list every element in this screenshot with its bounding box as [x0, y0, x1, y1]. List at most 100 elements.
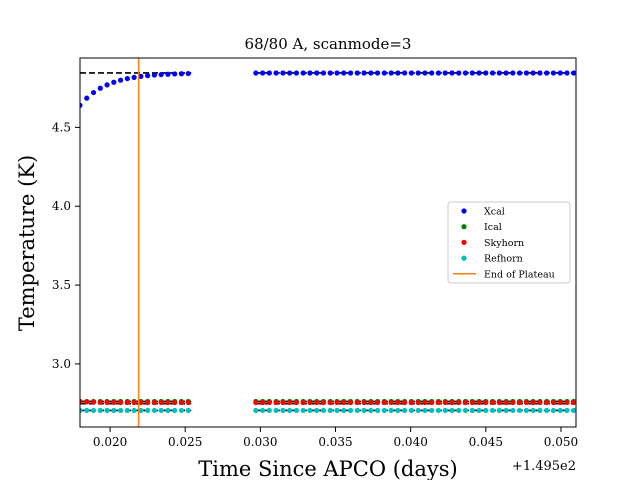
data-point-skyhorn: [361, 399, 367, 406]
data-point-xcal: [287, 70, 293, 76]
data-point-skyhorn: [442, 399, 448, 406]
data-point-xcal: [510, 70, 516, 76]
data-point-refhorn: [138, 407, 144, 414]
x-tick-label: 0.025: [168, 435, 202, 449]
data-point-skyhorn: [314, 399, 320, 406]
data-point-xcal: [185, 70, 191, 77]
data-point-skyhorn: [84, 399, 90, 405]
data-point-xcal: [557, 70, 563, 76]
data-point-skyhorn: [320, 399, 327, 406]
data-point-refhorn: [165, 407, 171, 414]
data-point-refhorn: [253, 407, 259, 414]
data-point-xcal: [517, 70, 523, 76]
data-point-skyhorn: [266, 399, 272, 406]
data-point-refhorn: [341, 407, 347, 414]
data-point-skyhorn: [469, 399, 475, 406]
data-point-skyhorn: [131, 399, 137, 406]
data-point-refhorn: [151, 407, 157, 414]
data-point-xcal: [124, 75, 130, 82]
data-point-refhorn: [489, 407, 496, 414]
data-point-xcal: [178, 71, 185, 77]
data-point-refhorn: [557, 407, 563, 414]
data-point-refhorn: [449, 407, 455, 414]
legend-marker: [461, 239, 467, 245]
data-point-refhorn: [84, 407, 90, 414]
data-point-refhorn: [172, 407, 178, 414]
data-point-skyhorn: [172, 399, 178, 406]
data-point-skyhorn: [456, 399, 462, 406]
data-point-skyhorn: [449, 399, 455, 406]
data-point-xcal: [253, 70, 259, 76]
data-point-skyhorn: [483, 399, 489, 406]
data-point-refhorn: [334, 407, 340, 414]
legend-marker: [461, 208, 467, 214]
data-point-refhorn: [435, 407, 442, 414]
data-point-skyhorn: [280, 399, 286, 406]
data-point-xcal: [151, 72, 157, 78]
data-point-xcal: [544, 70, 550, 76]
data-point-refhorn: [483, 407, 489, 414]
data-point-skyhorn: [557, 399, 563, 406]
data-point-refhorn: [117, 407, 124, 414]
data-point-skyhorn: [178, 399, 185, 406]
data-point-xcal: [307, 70, 313, 76]
data-point-skyhorn: [381, 399, 387, 406]
data-point-skyhorn: [334, 399, 340, 406]
data-point-refhorn: [523, 407, 530, 414]
data-point-skyhorn: [422, 399, 428, 406]
legend-label: End of Plateau: [484, 269, 555, 280]
data-point-skyhorn: [124, 399, 130, 406]
x-tick-label: 0.040: [393, 435, 427, 449]
data-point-xcal: [402, 70, 408, 76]
data-point-skyhorn: [151, 399, 157, 406]
data-point-xcal: [361, 70, 367, 76]
x-axis-label: Time Since APCO (days): [198, 457, 457, 480]
data-point-xcal: [347, 70, 354, 76]
data-point-refhorn: [307, 407, 313, 414]
data-point-skyhorn: [523, 399, 530, 406]
data-point-skyhorn: [388, 399, 394, 406]
data-point-refhorn: [496, 407, 502, 414]
x-tick-label: 0.050: [544, 435, 578, 449]
data-point-refhorn: [388, 407, 394, 414]
data-point-skyhorn: [327, 399, 333, 406]
data-point-skyhorn: [489, 399, 496, 406]
data-point-refhorn: [429, 407, 435, 414]
x-tick-label: 0.045: [469, 435, 503, 449]
data-point-refhorn: [571, 407, 576, 414]
y-tick-label: 4.0: [52, 199, 71, 213]
data-point-xcal: [165, 71, 171, 77]
data-point-refhorn: [273, 407, 279, 414]
data-point-xcal: [422, 70, 428, 76]
data-point-skyhorn: [408, 399, 415, 406]
plot-frame: [79, 57, 577, 428]
y-tick-label: 3.5: [52, 278, 71, 292]
legend-label: Skyhorn: [484, 238, 524, 249]
data-point-refhorn: [314, 407, 320, 414]
data-point-skyhorn: [307, 399, 313, 406]
data-point-refhorn: [185, 407, 191, 414]
data-point-skyhorn: [402, 399, 408, 406]
data-point-refhorn: [503, 407, 509, 414]
data-point-xcal: [476, 70, 482, 76]
data-point-refhorn: [408, 407, 415, 414]
data-point-xcal: [368, 70, 374, 76]
data-point-skyhorn: [165, 399, 171, 406]
data-point-skyhorn: [158, 399, 164, 406]
data-point-xcal: [550, 70, 557, 76]
data-point-skyhorn: [510, 399, 516, 406]
legend-box: [447, 201, 571, 284]
data-point-skyhorn: [368, 399, 374, 406]
data-point-xcal: [341, 70, 347, 76]
data-point-refhorn: [347, 407, 354, 414]
data-point-refhorn: [361, 407, 367, 414]
data-point-xcal: [456, 70, 462, 76]
legend-label: Xcal: [484, 207, 505, 218]
data-point-skyhorn: [415, 399, 421, 406]
data-point-xcal: [388, 70, 394, 76]
data-point-skyhorn: [185, 399, 191, 406]
data-point-refhorn: [368, 407, 374, 414]
chart-title: 68/80 A, scanmode=3: [245, 35, 412, 53]
data-point-skyhorn: [544, 399, 550, 406]
